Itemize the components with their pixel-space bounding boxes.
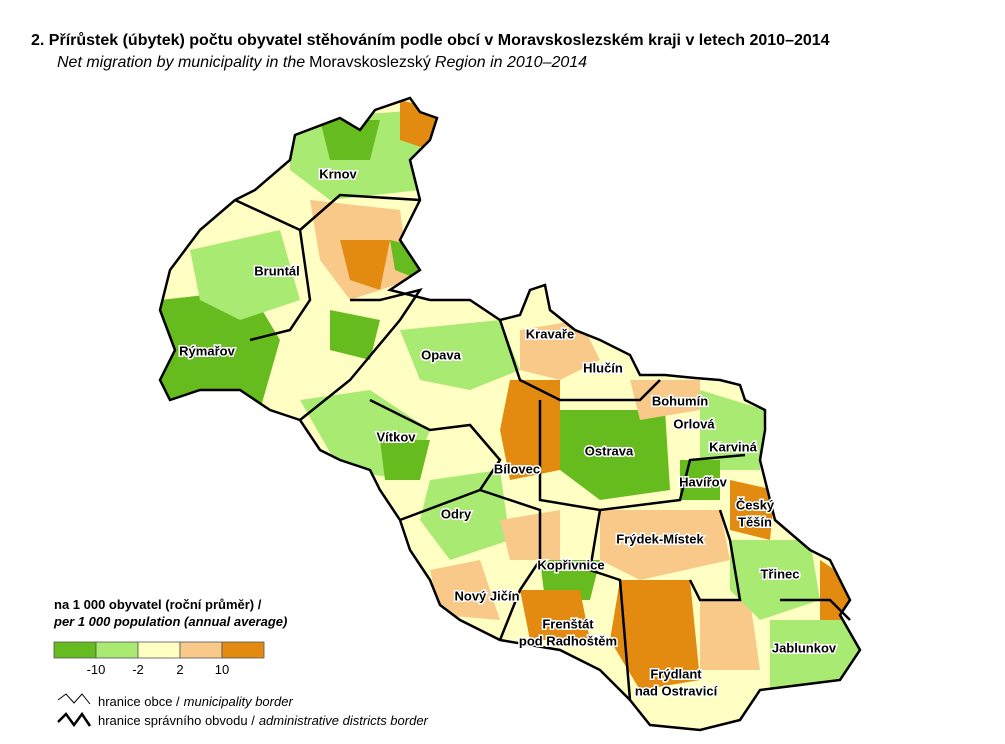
municipality-border-sample — [57, 693, 91, 705]
area — [600, 510, 730, 580]
city-label: Kravaře — [526, 326, 574, 341]
legend-tick-label: -2 — [132, 662, 144, 677]
city-label: Karviná — [709, 439, 757, 454]
subtitle: Net migration by municipality in the Mora… — [57, 54, 591, 72]
district-borders — [158, 96, 862, 732]
area — [630, 380, 700, 420]
district-border — [234, 198, 312, 342]
legend-swatch — [221, 641, 265, 659]
legend-swatch — [137, 641, 181, 659]
city-label: nad Ostravicí — [635, 683, 718, 698]
district-border — [299, 193, 421, 231]
subtitle-part: Net migration by municipality in the — [57, 54, 306, 71]
district-border — [688, 509, 742, 602]
border-legend: hranice obce / municipality border — [98, 694, 297, 709]
area — [330, 310, 380, 360]
area — [730, 480, 775, 540]
district-border — [538, 400, 746, 512]
border-legend-en: municipality border — [183, 694, 293, 709]
area — [340, 240, 390, 290]
title: 2. Přírůstek (úbytek) počtu obyvatel stě… — [31, 32, 830, 49]
city-label: Vítkov — [376, 429, 416, 444]
district-border — [780, 598, 851, 621]
city-label: Krnov — [319, 166, 357, 181]
area — [520, 590, 590, 640]
city-label: Bílovec — [494, 461, 540, 476]
city-label: Třinec — [760, 566, 799, 581]
city-label: Odry — [441, 506, 472, 521]
area — [520, 320, 600, 380]
district-border — [299, 288, 423, 421]
city-label: Bruntál — [254, 263, 300, 278]
district-border-sample — [57, 711, 92, 728]
subtitle-part: Moravskoslezský — [309, 54, 431, 71]
city-label: Těšín — [738, 514, 772, 529]
border-legend: hranice správního obvodu / administrative… — [98, 713, 432, 728]
area — [560, 410, 670, 500]
legend-tick-label: 10 — [215, 662, 229, 677]
legend-swatch — [95, 641, 139, 659]
city-label: Frýdlant — [650, 666, 702, 681]
legend-tick-label: -10 — [87, 662, 106, 677]
city-label: Frýdek-Místek — [616, 531, 704, 546]
city-label: Opava — [421, 347, 462, 362]
legend-tick-label: 2 — [176, 662, 183, 677]
legend-swatch — [179, 641, 223, 659]
legend-title: na 1 000 obyvatel (roční průměr) / — [54, 597, 262, 612]
city-label: Nový Jičín — [454, 588, 519, 603]
area — [610, 580, 700, 690]
city-label: Havířov — [679, 474, 727, 489]
border-legend-cs: hranice obce / — [98, 694, 180, 709]
city-label: Hlučín — [583, 360, 623, 375]
city-label: Frenštát — [542, 616, 594, 631]
border-legend-en: administrative districts border — [258, 713, 428, 728]
city-label: Rýmařov — [179, 343, 235, 358]
area — [380, 440, 430, 480]
area — [320, 120, 380, 160]
area — [770, 620, 860, 690]
city-label: Bohumín — [652, 393, 708, 408]
area — [190, 230, 300, 320]
area — [400, 320, 520, 390]
area — [700, 390, 765, 470]
district-border — [369, 398, 502, 522]
area — [430, 560, 500, 620]
district-border — [588, 509, 632, 701]
border-legend-cs: hranice správního obvodu / — [98, 713, 255, 728]
city-label: Kopřivnice — [537, 557, 604, 572]
area — [680, 460, 720, 500]
city-label: pod Radhoštěm — [519, 633, 617, 648]
legend-title: per 1 000 population (annual average) — [54, 614, 288, 629]
legend: -10 -2 2 10 — [53, 641, 265, 728]
city-label: Ostrava — [585, 443, 634, 458]
legend-swatch — [53, 641, 97, 659]
city-labels: Krnov Bruntál Rýmařov Opava Kravaře Hlučín Boh… — [178, 165, 839, 700]
city-label: Český — [736, 497, 775, 512]
city-label: Orlová — [673, 416, 715, 431]
subtitle-part: Region in 2010–2014 — [434, 54, 588, 71]
area — [160, 290, 280, 410]
area — [500, 510, 560, 560]
area — [700, 600, 760, 670]
city-label: Jablunkov — [772, 640, 837, 655]
area — [500, 380, 560, 480]
district-border — [498, 319, 661, 402]
district-border — [479, 488, 542, 641]
